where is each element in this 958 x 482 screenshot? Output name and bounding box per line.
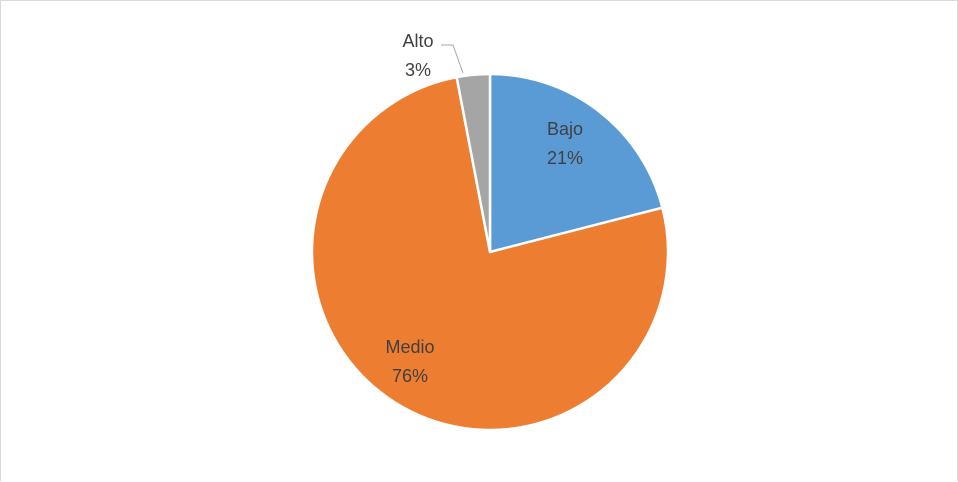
- bajo-percent-label: 21%: [547, 148, 583, 168]
- bajo-label: Bajo: [547, 119, 583, 139]
- alto-percent-label: 3%: [405, 60, 431, 80]
- pie-slice-bajo: [488, 72, 664, 254]
- pie-slice-medio: [310, 75, 670, 432]
- alto-label: Alto: [402, 31, 433, 51]
- alto-leader-line: [441, 44, 464, 74]
- medio-label: Medio: [385, 337, 434, 357]
- pie-slices: [310, 72, 670, 432]
- pie-slice-alto: [455, 72, 492, 254]
- pie-labels: Bajo 21% Medio 76% Alto 3%: [385, 31, 583, 386]
- medio-percent-label: 76%: [392, 366, 428, 386]
